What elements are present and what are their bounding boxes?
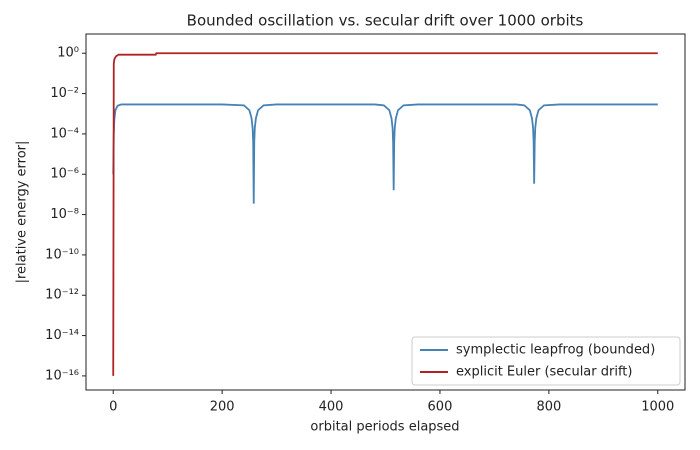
y-tick-label: 10⁻⁶ [50,167,79,182]
x-tick-label: 600 [428,400,453,415]
legend-box [411,336,681,386]
x-tick-label: 400 [319,400,344,415]
y-tick-label: 10⁻¹⁶ [45,368,79,383]
y-tick-label: 10⁻⁴ [50,126,79,141]
series-line [112,52,658,376]
y-tick-label: 10⁰ [57,46,79,61]
series-line [112,103,658,204]
plot-frame [85,33,686,391]
y-tick-label: 10⁻¹⁴ [45,328,79,343]
y-axis-label: |relative energy error| [15,141,30,284]
chart-title: Bounded oscillation vs. secular drift ov… [187,12,584,30]
y-tick-label: 10⁻² [50,86,79,101]
x-tick-label: 1000 [641,400,674,415]
legend-label: symplectic leapfrog (bounded) [456,343,655,358]
y-tick-label: 10⁻⁸ [50,207,79,222]
y-tick-label: 10⁻¹⁰ [45,247,79,262]
x-tick-label: 200 [210,400,235,415]
y-tick-label: 10⁻¹² [45,288,79,303]
x-tick-label: 800 [536,400,561,415]
legend-label: explicit Euler (secular drift) [456,365,632,380]
x-axis-label: orbital periods elapsed [310,420,459,435]
x-tick-label: 0 [109,400,117,415]
